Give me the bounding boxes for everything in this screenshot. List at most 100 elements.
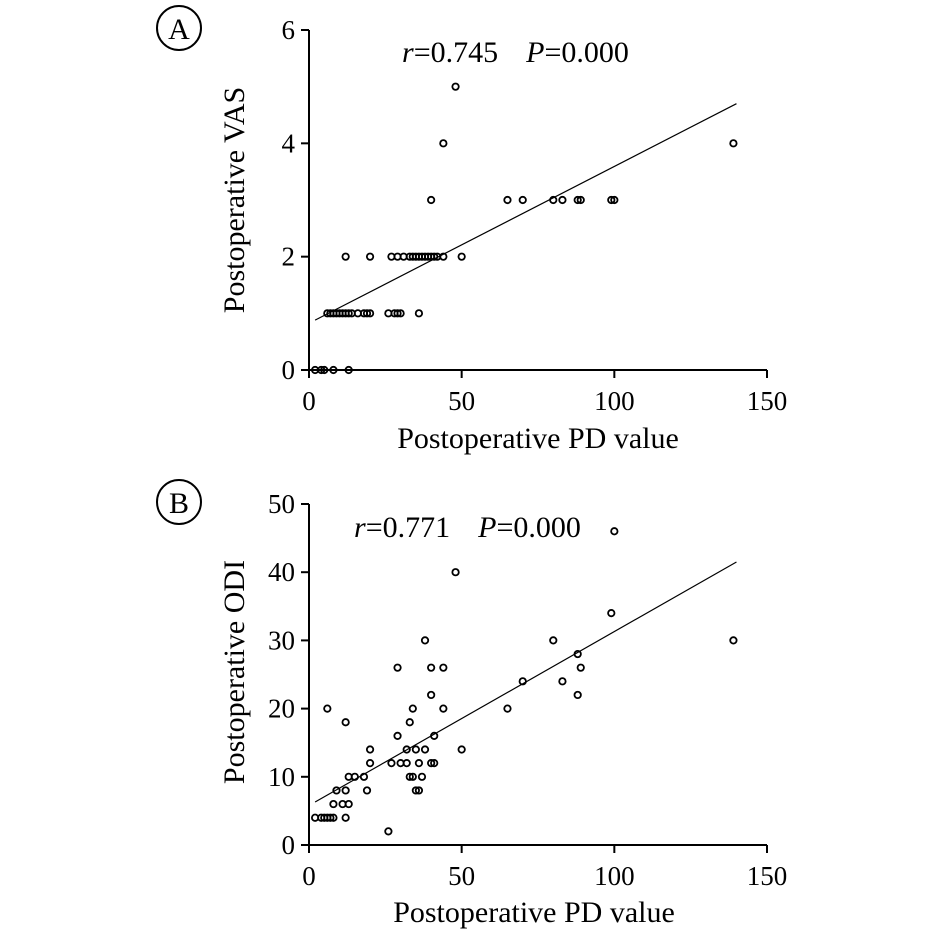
y-tick-label: 30 <box>268 625 295 655</box>
data-point <box>607 609 616 618</box>
data-point <box>341 813 350 822</box>
data-point <box>573 690 582 700</box>
x-tick-label: 0 <box>302 386 316 416</box>
data-point <box>729 636 738 645</box>
data-point <box>350 772 359 781</box>
data-point <box>344 799 353 809</box>
data-point <box>405 718 414 727</box>
data-point <box>411 745 420 754</box>
x-axis-title: Postoperative PD value <box>393 896 675 929</box>
data-point <box>439 704 448 713</box>
data-point <box>365 759 375 768</box>
data-point <box>503 704 512 713</box>
data-point <box>402 759 411 768</box>
r-symbol: r <box>354 511 366 544</box>
y-tick-label: 2 <box>282 242 296 272</box>
x-tick-label: 150 <box>747 386 788 416</box>
data-point <box>326 813 335 822</box>
data-point <box>417 772 427 781</box>
data-point <box>576 195 585 205</box>
data-point <box>573 195 582 205</box>
y-tick-label: 10 <box>268 762 295 792</box>
data-point <box>420 636 430 645</box>
data-point <box>341 252 350 261</box>
p-value: =0.000 <box>496 511 580 544</box>
r-value: =0.771 <box>366 511 450 544</box>
y-axis-title: Postoperative ODI <box>218 560 251 784</box>
data-point <box>362 786 372 795</box>
data-point <box>365 252 375 261</box>
y-ticks: 0 2 4 6 <box>282 15 309 385</box>
correlation-stats: r=0.745 P=0.000 <box>402 36 629 69</box>
data-point <box>341 718 350 727</box>
data-point <box>329 799 338 809</box>
x-ticks: 0 50 100 150 <box>302 370 787 416</box>
data-point <box>558 195 567 205</box>
data-point <box>420 745 430 754</box>
panel-label-circle <box>156 5 202 51</box>
y-tick-label: 0 <box>282 830 296 860</box>
y-tick-label: 20 <box>268 694 295 724</box>
panel-label: A <box>168 13 190 46</box>
data-point <box>427 690 436 700</box>
y-axis-title: Postoperative VAS <box>218 87 251 313</box>
data-point <box>503 195 512 205</box>
data-point <box>320 365 329 375</box>
x-tick-label: 150 <box>747 861 788 891</box>
x-axis-title: Postoperative PD value <box>397 422 679 455</box>
p-symbol: P <box>525 36 544 69</box>
data-point <box>384 827 393 836</box>
data-point <box>344 365 353 375</box>
data-point <box>439 663 448 672</box>
data-point <box>451 568 460 577</box>
p-value: =0.000 <box>544 36 628 69</box>
data-point <box>329 365 338 375</box>
data-point <box>430 252 439 261</box>
regression-line <box>314 103 737 321</box>
data-point <box>329 813 338 822</box>
data-point <box>607 195 616 205</box>
y-tick-label: 50 <box>268 489 295 519</box>
data-point <box>408 772 417 781</box>
r-value: =0.745 <box>414 36 498 69</box>
data-point <box>518 195 527 205</box>
data-point <box>332 786 341 795</box>
x-tick-label: 50 <box>448 386 475 416</box>
data-point <box>414 759 424 768</box>
data-point <box>427 759 436 768</box>
data-point <box>414 309 424 318</box>
x-tick-label: 100 <box>594 861 635 891</box>
data-point <box>405 772 414 781</box>
data-point <box>411 786 420 795</box>
data-point <box>430 759 439 768</box>
panel-b: B r=0.771 P=0.000 0 10 20 30 40 50 0 50 100 150 P… <box>156 479 788 929</box>
data-point <box>393 309 402 318</box>
data-point <box>610 195 619 205</box>
data-point <box>393 663 402 672</box>
data-point <box>341 786 350 795</box>
scatter-points <box>311 82 738 375</box>
data-point <box>414 786 424 795</box>
scatter-points <box>311 527 738 836</box>
data-point <box>317 365 326 375</box>
data-point <box>323 704 332 713</box>
x-tick-label: 100 <box>594 386 635 416</box>
y-ticks: 0 10 20 30 40 50 <box>268 489 309 860</box>
data-point <box>430 731 439 740</box>
x-tick-label: 50 <box>448 861 475 891</box>
r-symbol: r <box>402 36 414 69</box>
data-point <box>427 663 436 672</box>
data-point <box>457 252 466 261</box>
data-point <box>408 704 417 713</box>
data-point <box>362 309 372 318</box>
data-point <box>573 649 582 659</box>
p-symbol: P <box>477 511 496 544</box>
data-point <box>549 195 558 205</box>
data-point <box>396 309 405 318</box>
panel-label: B <box>169 487 189 520</box>
data-point <box>576 663 585 672</box>
data-point <box>457 745 466 754</box>
data-point <box>729 139 738 148</box>
x-tick-label: 0 <box>302 861 316 891</box>
